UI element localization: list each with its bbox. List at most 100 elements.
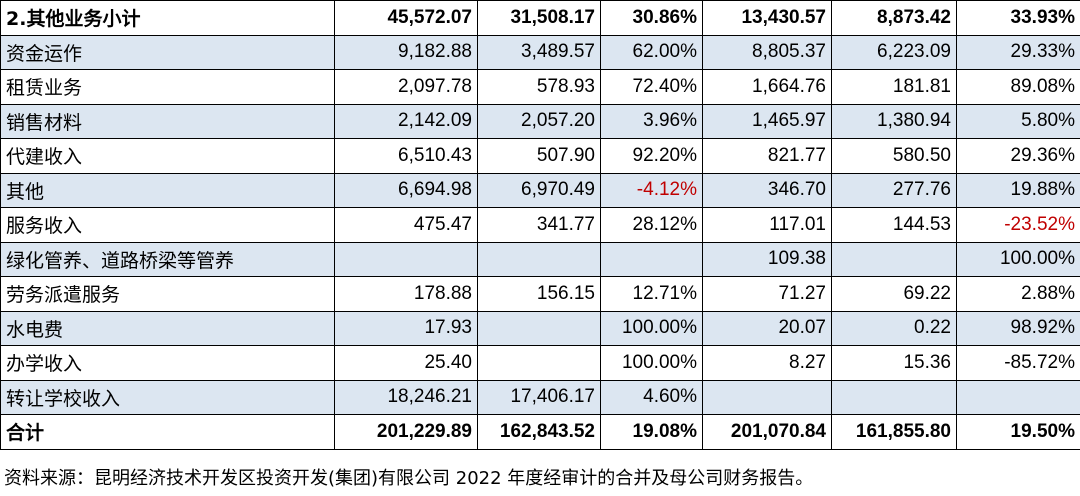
cell-value: 6,510.43: [334, 138, 478, 174]
cell-value: 1,664.76: [702, 69, 832, 105]
cell-value: [600, 241, 703, 277]
cell-value: 13,430.57: [702, 0, 832, 36]
cell-value: [334, 241, 478, 277]
cell-value: 156.15: [477, 276, 601, 312]
cell-value: 92.20%: [600, 138, 703, 174]
cell-value: 1,465.97: [702, 103, 832, 139]
row-label: 资金运作: [0, 34, 335, 70]
cell-value: 29.33%: [956, 34, 1080, 70]
cell-value: 9,182.88: [334, 34, 478, 70]
cell-value: [477, 345, 601, 381]
cell-value: 2,057.20: [477, 103, 601, 139]
cell-value: -85.72%: [956, 345, 1080, 381]
cell-value: 17,406.17: [477, 379, 601, 415]
row-label: 合计: [0, 414, 335, 450]
source-note: 资料来源：昆明经济技术开发区投资开发(集团)有限公司 2022 年度经审计的合并…: [4, 468, 814, 489]
cell-value: 5.80%: [956, 103, 1080, 139]
cell-value: 178.88: [334, 276, 478, 312]
cell-value: 161,855.80: [831, 414, 957, 450]
financial-table: 2.其他业务小计 45,572.07 31,508.17 30.86% 13,4…: [0, 0, 1080, 450]
cell-value: 100.00%: [600, 310, 703, 346]
table-row: 代建收入 6,510.43 507.90 92.20% 821.77 580.5…: [0, 138, 1080, 174]
cell-value: [477, 241, 601, 277]
cell-value: 2.88%: [956, 276, 1080, 312]
cell-value: [702, 379, 832, 415]
cell-value: [956, 379, 1080, 415]
cell-value: 162,843.52: [477, 414, 601, 450]
cell-value: 346.70: [702, 172, 832, 208]
cell-value: 28.12%: [600, 207, 703, 243]
cell-value: 507.90: [477, 138, 601, 174]
cell-value: 6,694.98: [334, 172, 478, 208]
cell-value: 109.38: [702, 241, 832, 277]
cell-value: 6,223.09: [831, 34, 957, 70]
cell-value: 69.22: [831, 276, 957, 312]
cell-value: 71.27: [702, 276, 832, 312]
cell-value: 8.27: [702, 345, 832, 381]
row-label: 销售材料: [0, 103, 335, 139]
cell-value: 62.00%: [600, 34, 703, 70]
cell-value: 821.77: [702, 138, 832, 174]
cell-value: 475.47: [334, 207, 478, 243]
cell-value: [477, 310, 601, 346]
cell-value: 20.07: [702, 310, 832, 346]
cell-value: 201,229.89: [334, 414, 478, 450]
cell-value: 1,380.94: [831, 103, 957, 139]
cell-value: 19.88%: [956, 172, 1080, 208]
row-label: 代建收入: [0, 138, 335, 174]
cell-value: 100.00%: [956, 241, 1080, 277]
cell-value: 578.93: [477, 69, 601, 105]
cell-value: 12.71%: [600, 276, 703, 312]
row-label: 2.其他业务小计: [0, 0, 335, 36]
cell-value: 33.93%: [956, 0, 1080, 36]
table-row-total: 合计 201,229.89 162,843.52 19.08% 201,070.…: [0, 414, 1080, 450]
row-label: 绿化管养、道路桥梁等管养: [0, 241, 335, 277]
cell-value: 2,097.78: [334, 69, 478, 105]
table-row: 服务收入 475.47 341.77 28.12% 117.01 144.53 …: [0, 207, 1080, 243]
table-row: 其他 6,694.98 6,970.49 -4.12% 346.70 277.7…: [0, 172, 1080, 208]
cell-value-negative: -23.52%: [956, 207, 1080, 243]
cell-value: 25.40: [334, 345, 478, 381]
table-row: 租赁业务 2,097.78 578.93 72.40% 1,664.76 181…: [0, 69, 1080, 105]
cell-value: 6,970.49: [477, 172, 601, 208]
row-label: 劳务派遣服务: [0, 276, 335, 312]
cell-value: 4.60%: [600, 379, 703, 415]
cell-value: 19.08%: [600, 414, 703, 450]
cell-value: 201,070.84: [702, 414, 832, 450]
cell-value: [831, 379, 957, 415]
cell-value: 19.50%: [956, 414, 1080, 450]
cell-value: 277.76: [831, 172, 957, 208]
table-row: 资金运作 9,182.88 3,489.57 62.00% 8,805.37 6…: [0, 34, 1080, 70]
table-row: 绿化管养、道路桥梁等管养 109.38 100.00%: [0, 241, 1080, 277]
cell-value: 144.53: [831, 207, 957, 243]
cell-value: 100.00%: [600, 345, 703, 381]
cell-value: 15.36: [831, 345, 957, 381]
row-label: 转让学校收入: [0, 379, 335, 415]
row-label: 水电费: [0, 310, 335, 346]
cell-value: 2,142.09: [334, 103, 478, 139]
cell-value: 29.36%: [956, 138, 1080, 174]
row-label: 租赁业务: [0, 69, 335, 105]
cell-value: 17.93: [334, 310, 478, 346]
cell-value: 8,873.42: [831, 0, 957, 36]
cell-value: 98.92%: [956, 310, 1080, 346]
cell-value: 89.08%: [956, 69, 1080, 105]
cell-value: 580.50: [831, 138, 957, 174]
table-row: 销售材料 2,142.09 2,057.20 3.96% 1,465.97 1,…: [0, 103, 1080, 139]
cell-value: 3,489.57: [477, 34, 601, 70]
table-row: 劳务派遣服务 178.88 156.15 12.71% 71.27 69.22 …: [0, 276, 1080, 312]
cell-value: 45,572.07: [334, 0, 478, 36]
table-row: 转让学校收入 18,246.21 17,406.17 4.60%: [0, 379, 1080, 415]
table-row: 办学收入 25.40 100.00% 8.27 15.36 -85.72%: [0, 345, 1080, 381]
row-label: 其他: [0, 172, 335, 208]
row-label: 办学收入: [0, 345, 335, 381]
cell-value: 0.22: [831, 310, 957, 346]
cell-value: [831, 241, 957, 277]
cell-value: 8,805.37: [702, 34, 832, 70]
table-row: 水电费 17.93 100.00% 20.07 0.22 98.92%: [0, 310, 1080, 346]
row-label: 服务收入: [0, 207, 335, 243]
table-row-subtotal: 2.其他业务小计 45,572.07 31,508.17 30.86% 13,4…: [0, 0, 1080, 36]
cell-value: 341.77: [477, 207, 601, 243]
cell-value: 181.81: [831, 69, 957, 105]
cell-value: 31,508.17: [477, 0, 601, 36]
